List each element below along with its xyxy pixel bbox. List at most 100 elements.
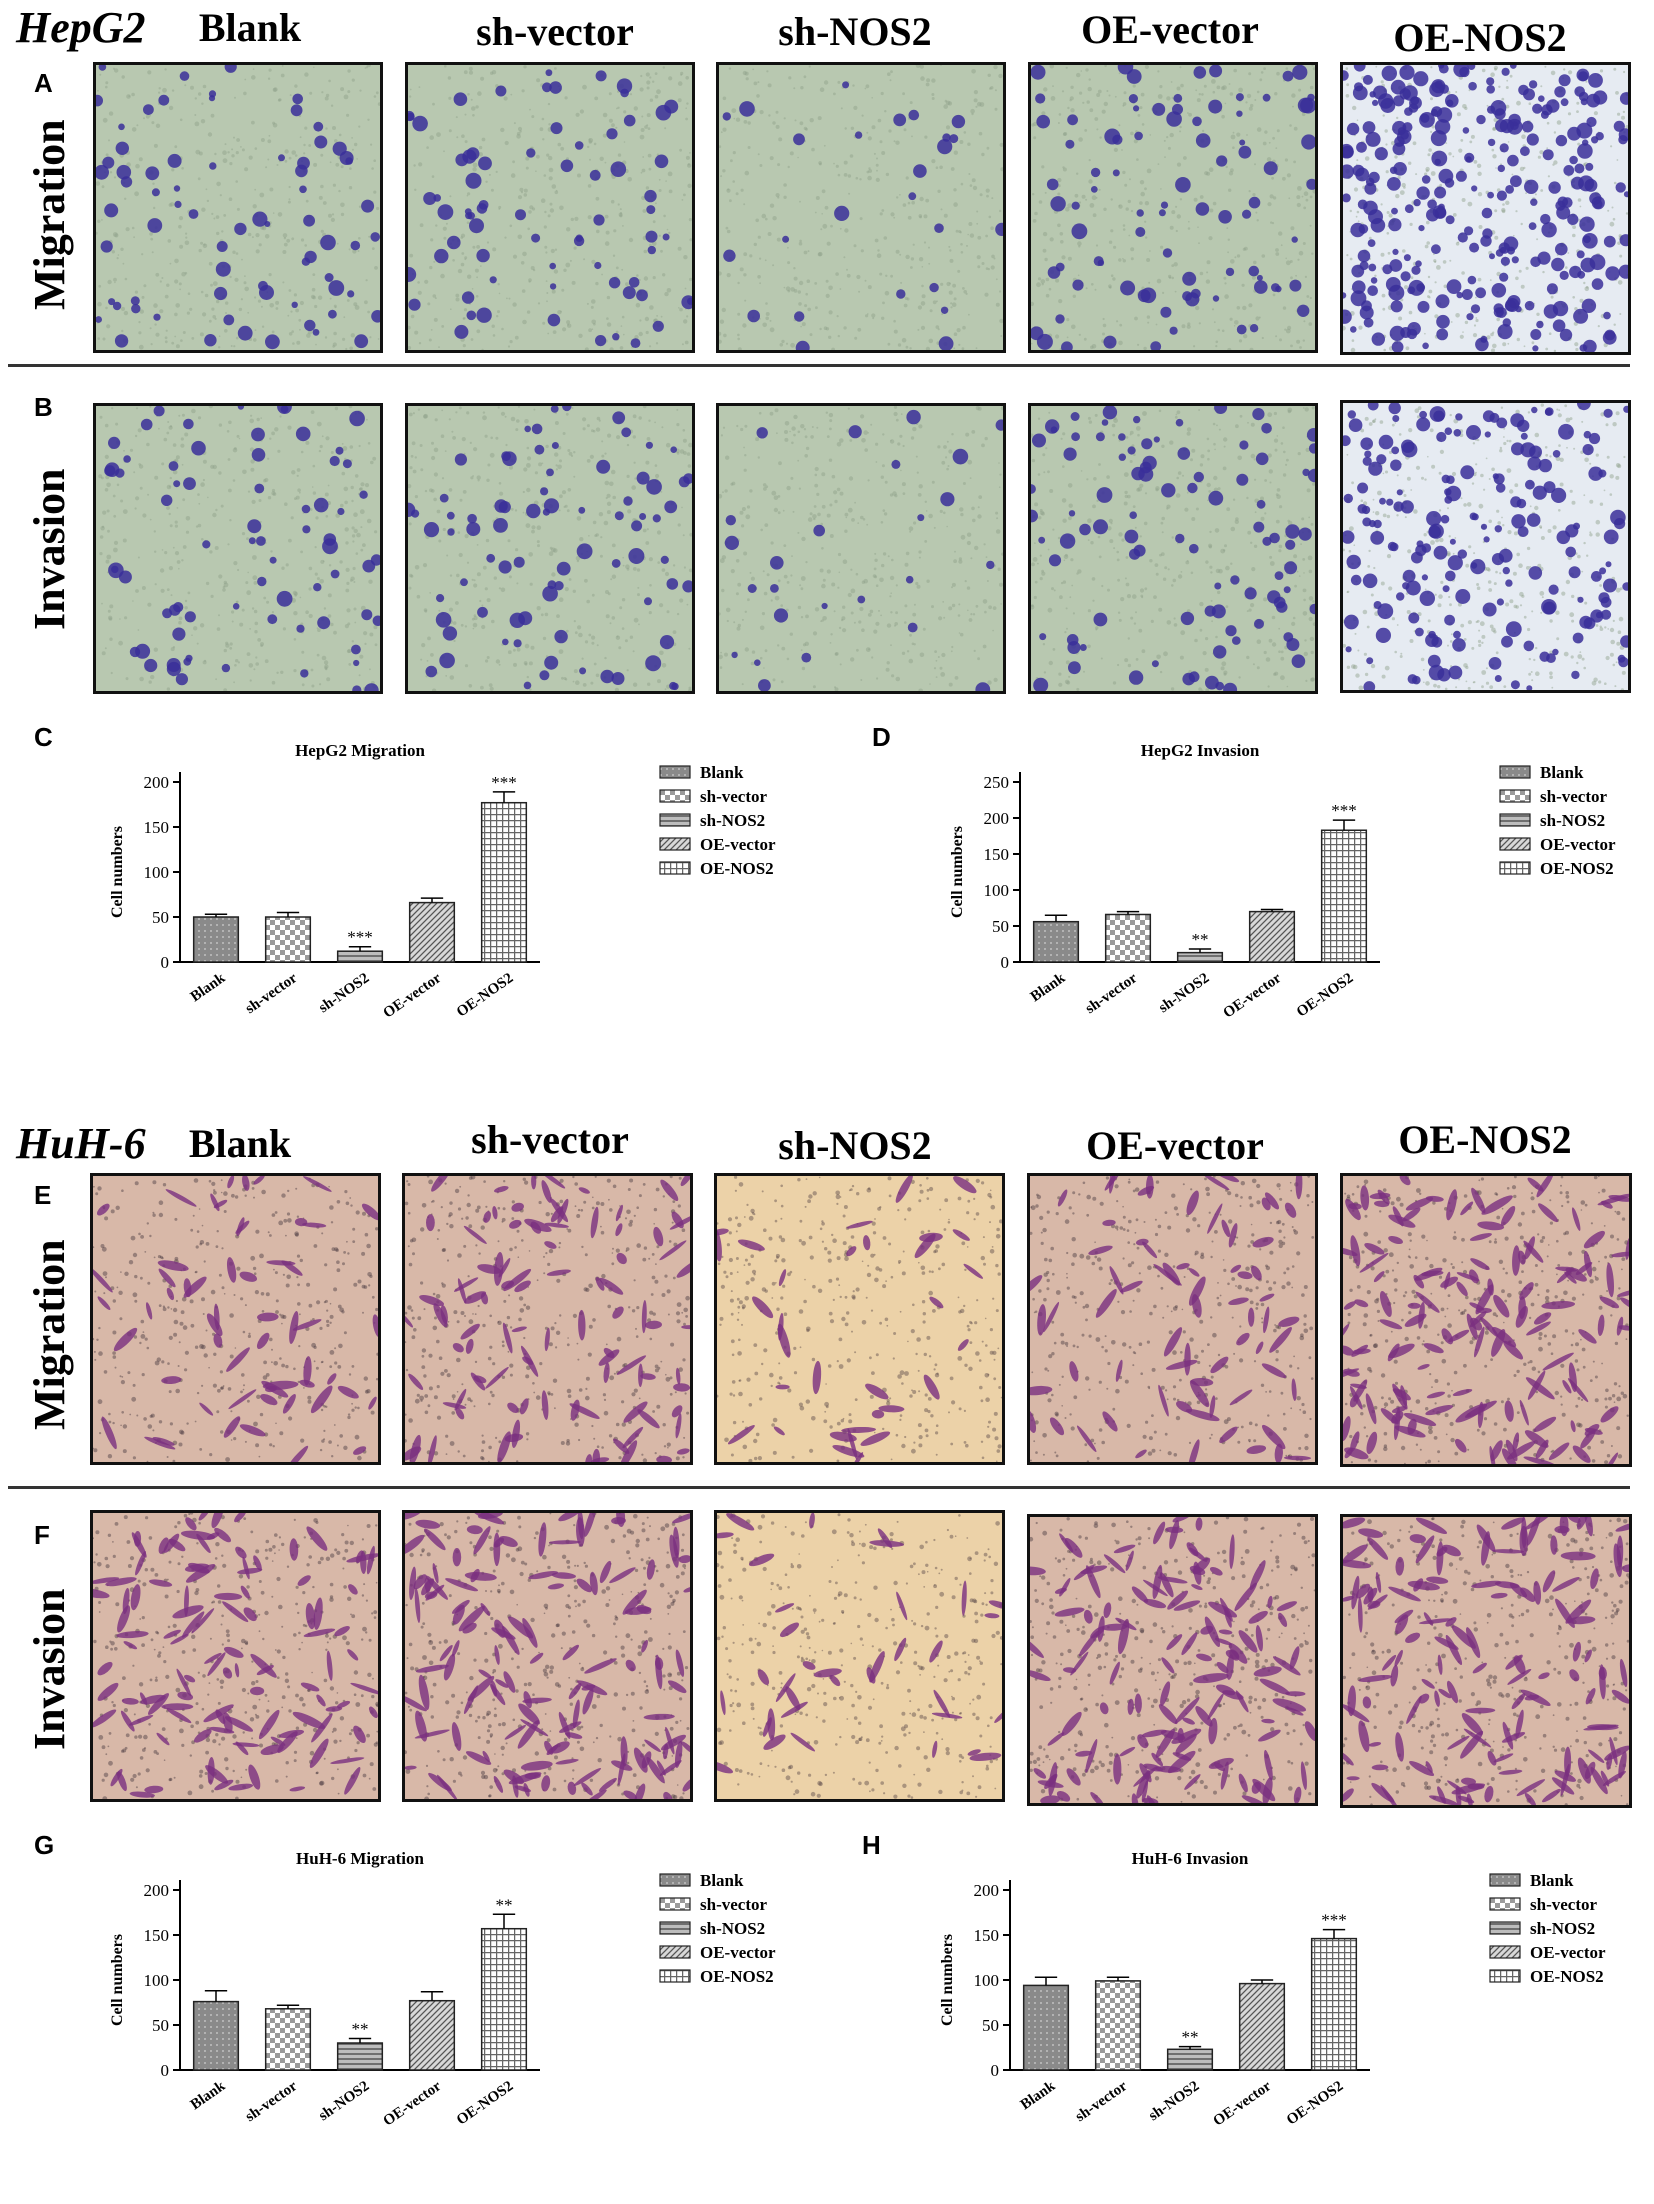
background-speck: [464, 256, 468, 260]
background-speck: [1430, 540, 1435, 545]
background-speck: [659, 603, 664, 608]
background-speck: [1186, 560, 1189, 562]
hepg2-title: HepG2: [16, 3, 146, 52]
background-speck: [1232, 498, 1236, 501]
background-speck: [460, 233, 466, 238]
stained-cell: [1214, 406, 1228, 414]
background-speck: [1513, 604, 1518, 609]
stained-cell: [1262, 536, 1272, 546]
background-speck: [904, 621, 907, 624]
stained-cell: [929, 282, 939, 293]
background-speck: [612, 254, 616, 257]
background-speck: [743, 551, 748, 556]
background-speck: [120, 499, 124, 503]
background-speck: [159, 280, 162, 283]
background-speck: [359, 487, 363, 491]
background-speck: [104, 454, 109, 459]
background-speck: [194, 97, 197, 100]
background-speck: [1125, 582, 1130, 587]
background-speck: [722, 491, 724, 494]
background-speck: [1170, 81, 1173, 83]
background-speck: [182, 498, 186, 502]
stained-cell: [794, 311, 805, 322]
background-speck: [822, 616, 827, 621]
background-speck: [1133, 139, 1138, 144]
background-speck: [526, 446, 530, 450]
background-speck: [1203, 84, 1207, 88]
background-speck: [564, 678, 568, 681]
background-speck: [1155, 488, 1159, 492]
background-speck: [863, 430, 868, 435]
background-speck: [873, 629, 878, 634]
background-speck: [634, 477, 637, 480]
background-speck: [107, 529, 110, 533]
background-speck: [358, 237, 361, 240]
background-speck: [1487, 580, 1492, 584]
background-speck: [229, 275, 232, 279]
background-speck: [886, 623, 892, 628]
background-speck: [325, 93, 330, 98]
background-speck: [223, 214, 227, 217]
background-speck: [800, 576, 806, 581]
background-speck: [615, 266, 619, 270]
background-speck: [573, 669, 578, 674]
background-speck: [1464, 320, 1469, 325]
background-speck: [1063, 554, 1069, 560]
stained-cell: [292, 93, 303, 105]
background-speck: [1462, 331, 1464, 333]
background-speck: [449, 195, 452, 198]
background-speck: [1308, 616, 1313, 622]
background-speck: [456, 136, 459, 139]
background-speck: [545, 251, 548, 254]
background-speck: [786, 485, 791, 491]
background-speck: [235, 252, 239, 255]
background-speck: [606, 322, 612, 327]
background-speck: [1302, 407, 1305, 409]
background-speck: [985, 267, 989, 270]
background-speck: [135, 407, 139, 410]
stained-cell: [1357, 249, 1371, 263]
background-speck: [563, 268, 567, 272]
background-speck: [1533, 658, 1536, 662]
background-speck: [1494, 235, 1499, 240]
background-speck: [1604, 682, 1607, 685]
background-speck: [1293, 126, 1298, 131]
background-speck: [1425, 166, 1430, 172]
background-speck: [321, 655, 327, 661]
background-speck: [1370, 663, 1376, 669]
background-speck: [1220, 666, 1225, 671]
background-speck: [1091, 577, 1096, 581]
background-speck: [1134, 526, 1137, 529]
background-speck: [719, 271, 722, 276]
background-speck: [783, 574, 788, 579]
background-speck: [1221, 114, 1225, 119]
stained-cell: [646, 479, 662, 495]
background-speck: [520, 261, 525, 265]
background-speck: [654, 94, 659, 99]
background-speck: [1070, 108, 1075, 113]
background-speck: [1557, 413, 1562, 418]
background-speck: [1577, 554, 1581, 559]
background-speck: [975, 347, 978, 350]
background-speck: [976, 210, 979, 213]
background-speck: [1427, 619, 1431, 623]
stained-cell: [1526, 133, 1539, 146]
background-speck: [783, 117, 786, 120]
background-speck: [238, 307, 243, 312]
background-speck: [229, 162, 233, 166]
background-speck: [1141, 286, 1145, 290]
stained-cell: [328, 309, 337, 319]
background-speck: [685, 107, 687, 109]
background-speck: [551, 289, 556, 294]
stained-cell: [1039, 633, 1047, 641]
background-speck: [591, 641, 595, 645]
background-speck: [475, 295, 479, 298]
background-speck: [243, 281, 247, 285]
background-speck: [369, 668, 371, 671]
background-speck: [1107, 526, 1112, 531]
background-speck: [821, 472, 826, 477]
background-speck: [1226, 507, 1231, 512]
background-speck: [835, 164, 839, 168]
background-speck: [933, 526, 936, 529]
background-speck: [481, 624, 486, 630]
